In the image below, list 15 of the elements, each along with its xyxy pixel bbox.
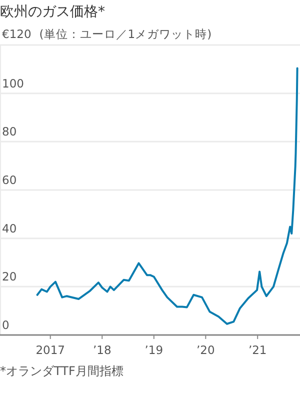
- y-tick-label: 60: [2, 173, 17, 187]
- x-tick-label: ’18: [92, 343, 112, 357]
- y-axis-title: (単位：ユーロ／1メガワット時): [39, 27, 212, 41]
- y-tick-label: 20: [2, 270, 17, 284]
- y-tick-label: 100: [2, 76, 24, 90]
- x-tick-label: ’21: [248, 343, 267, 357]
- y-tick-label: 80: [2, 124, 17, 139]
- x-tick-label: ’19: [144, 343, 164, 357]
- text: *オランダTTF月間指標: [0, 364, 124, 378]
- y-tick-label: €120: [2, 27, 32, 41]
- y-tick-label: 0: [2, 318, 10, 332]
- y-tick-label: 40: [2, 221, 17, 236]
- chart-title: 欧州のガス価格*: [0, 3, 105, 21]
- x-tick-label: ’20: [196, 343, 215, 357]
- x-tick-label: 2017: [36, 343, 65, 357]
